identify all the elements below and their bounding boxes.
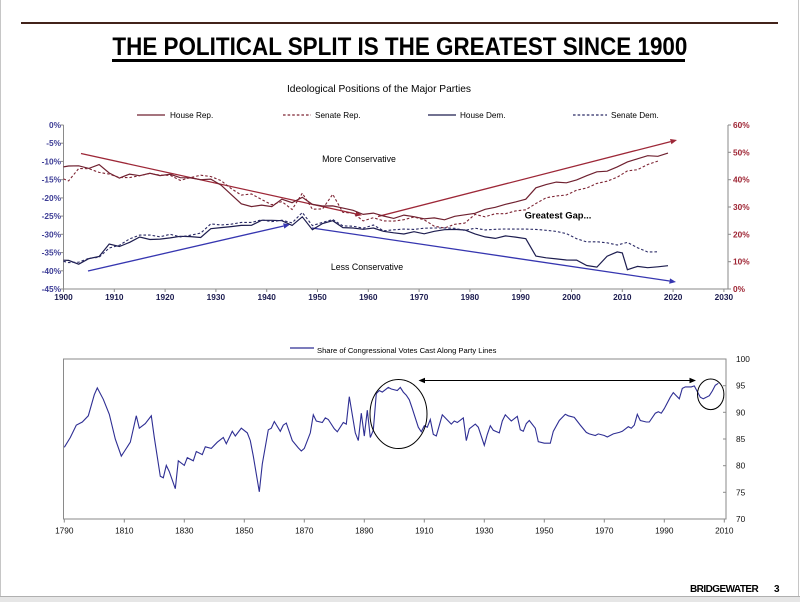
svg-text:1970: 1970	[410, 292, 429, 302]
svg-text:100: 100	[736, 354, 750, 364]
svg-text:40%: 40%	[733, 175, 750, 185]
svg-text:-25%: -25%	[42, 211, 62, 221]
svg-text:0%: 0%	[49, 120, 62, 130]
svg-text:1790: 1790	[55, 526, 74, 536]
svg-text:1920: 1920	[156, 292, 175, 302]
svg-text:1930: 1930	[207, 292, 226, 302]
svg-text:85: 85	[736, 434, 746, 444]
svg-text:House Dem.: House Dem.	[460, 111, 506, 120]
svg-text:1950: 1950	[308, 292, 327, 302]
svg-text:0%: 0%	[733, 284, 746, 294]
svg-text:Share of Congressional Votes C: Share of Congressional Votes Cast Along …	[317, 346, 497, 355]
svg-text:70: 70	[736, 514, 746, 524]
svg-text:1990: 1990	[511, 292, 530, 302]
svg-text:1930: 1930	[475, 526, 494, 536]
svg-text:-10%: -10%	[42, 156, 62, 166]
svg-text:Senate Dem.: Senate Dem.	[611, 111, 659, 120]
svg-text:1960: 1960	[359, 292, 378, 302]
svg-text:-20%: -20%	[42, 193, 62, 203]
svg-text:1870: 1870	[295, 526, 314, 536]
svg-text:1980: 1980	[461, 292, 480, 302]
svg-text:-45%: -45%	[42, 284, 62, 294]
svg-text:20%: 20%	[733, 229, 750, 239]
svg-text:1900: 1900	[54, 292, 73, 302]
svg-text:2030: 2030	[715, 292, 734, 302]
svg-text:-15%: -15%	[42, 175, 62, 185]
svg-text:-5%: -5%	[46, 138, 61, 148]
svg-text:1910: 1910	[415, 526, 434, 536]
svg-text:50%: 50%	[733, 147, 750, 157]
svg-text:-40%: -40%	[42, 266, 62, 276]
svg-text:Senate Rep.: Senate Rep.	[315, 111, 361, 120]
svg-text:More Conservative: More Conservative	[322, 154, 396, 164]
svg-text:Ideological Positions of the M: Ideological Positions of the Major Parti…	[287, 84, 471, 95]
svg-text:80: 80	[736, 461, 746, 471]
svg-text:House Rep.: House Rep.	[170, 111, 213, 120]
svg-text:60%: 60%	[733, 120, 750, 130]
svg-text:2010: 2010	[715, 526, 734, 536]
svg-text:2010: 2010	[613, 292, 632, 302]
svg-text:1970: 1970	[595, 526, 614, 536]
svg-text:75: 75	[736, 487, 746, 497]
svg-text:1940: 1940	[257, 292, 276, 302]
svg-text:10%: 10%	[733, 257, 750, 267]
svg-text:Greatest Gap...: Greatest Gap...	[525, 209, 592, 220]
svg-text:30%: 30%	[733, 202, 750, 212]
svg-text:1850: 1850	[235, 526, 254, 536]
svg-text:1990: 1990	[655, 526, 674, 536]
svg-text:95: 95	[736, 381, 746, 391]
svg-text:1830: 1830	[175, 526, 194, 536]
svg-text:2000: 2000	[562, 292, 581, 302]
svg-text:Less Conservative: Less Conservative	[331, 262, 403, 272]
svg-text:2020: 2020	[664, 292, 683, 302]
svg-text:1950: 1950	[535, 526, 554, 536]
svg-text:-35%: -35%	[42, 248, 62, 258]
svg-text:1910: 1910	[105, 292, 124, 302]
svg-text:-30%: -30%	[42, 229, 62, 239]
svg-text:90: 90	[736, 407, 746, 417]
svg-text:1890: 1890	[355, 526, 374, 536]
svg-text:1810: 1810	[115, 526, 134, 536]
